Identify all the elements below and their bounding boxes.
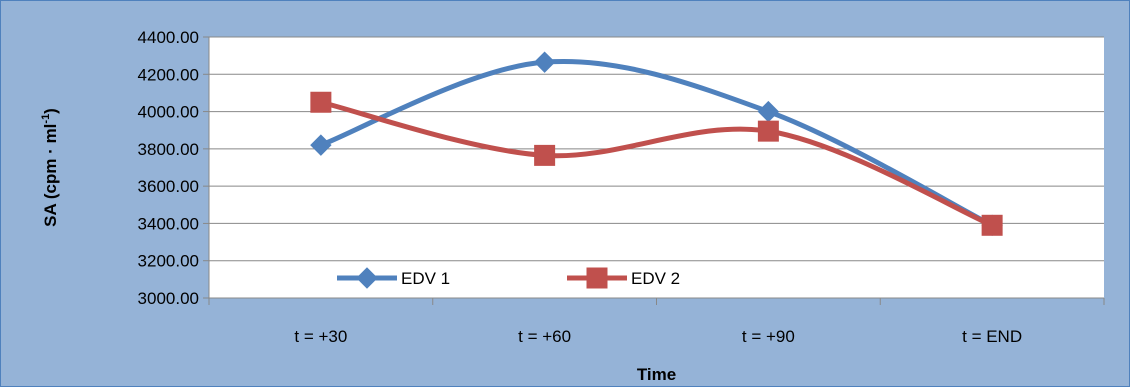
series-line <box>318 59 995 228</box>
legend-marker <box>586 267 608 289</box>
legend-label: EDV 2 <box>631 269 680 288</box>
plot-area <box>209 37 1104 298</box>
legend-label: EDV 1 <box>401 269 450 288</box>
y-tick-label: 3800.00 <box>138 140 199 159</box>
data-point <box>310 91 332 113</box>
series-group <box>318 99 995 228</box>
y-axis-title-superscript: -1 <box>40 114 52 124</box>
series-group <box>318 59 995 228</box>
series-line <box>318 99 995 228</box>
data-point <box>310 134 332 156</box>
x-tick-label: t = +60 <box>518 327 571 346</box>
y-tick-label: 3000.00 <box>138 289 199 308</box>
y-axis-title: SA (cpm · ml-1) <box>40 108 60 227</box>
y-tick-label: 4200.00 <box>138 65 199 84</box>
y-axis-title-main: SA (cpm · ml <box>41 124 60 227</box>
data-point <box>534 144 556 166</box>
y-tick-label: 4000.00 <box>138 103 199 122</box>
y-tick-label: 3200.00 <box>138 252 199 271</box>
data-point <box>757 120 779 142</box>
x-tick-label: t = +90 <box>742 327 795 346</box>
y-axis-title-close: ) <box>41 108 60 114</box>
data-point <box>981 214 1003 236</box>
data-point <box>533 51 556 73</box>
y-axis-ticks: 3000.00 3200.00 3400.00 3600.00 3800.00 4000.… <box>138 28 209 308</box>
x-axis-title: Time <box>637 365 676 384</box>
y-tick-label: 3600.00 <box>138 177 199 196</box>
y-tick-label: 4400.00 <box>138 28 199 47</box>
y-tick-label: 3400.00 <box>138 214 199 233</box>
legend-marker <box>356 267 378 289</box>
x-axis-ticks: t = +30 t = +60 t = +90 t = END <box>208 298 1105 346</box>
x-tick-label: t = END <box>962 327 1022 346</box>
legend: EDV 1 EDV 2 <box>337 267 680 289</box>
series-markers <box>310 91 1003 236</box>
series <box>310 51 1003 236</box>
x-tick-label: t = +30 <box>294 327 347 346</box>
